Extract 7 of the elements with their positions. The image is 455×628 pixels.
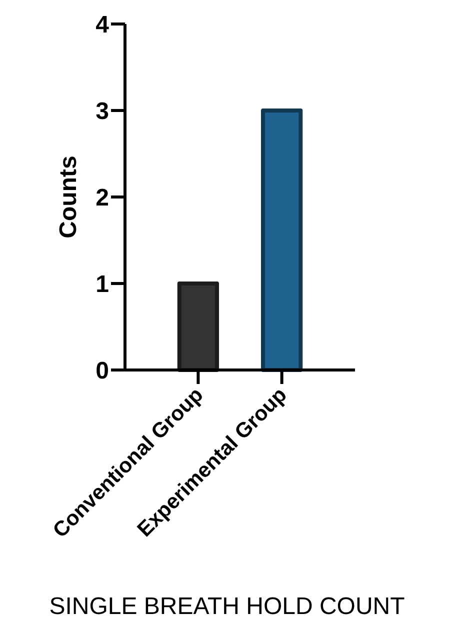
y-tick-label: 1 xyxy=(96,271,109,298)
y-tick-label: 0 xyxy=(96,358,109,385)
y-axis-title: Counts xyxy=(55,156,82,238)
y-tick-label: 4 xyxy=(96,12,110,39)
x-axis-title: SINGLE BREATH HOLD COUNT xyxy=(49,593,406,620)
y-tick-label: 2 xyxy=(96,184,109,212)
y-tick-label: 3 xyxy=(96,98,109,126)
